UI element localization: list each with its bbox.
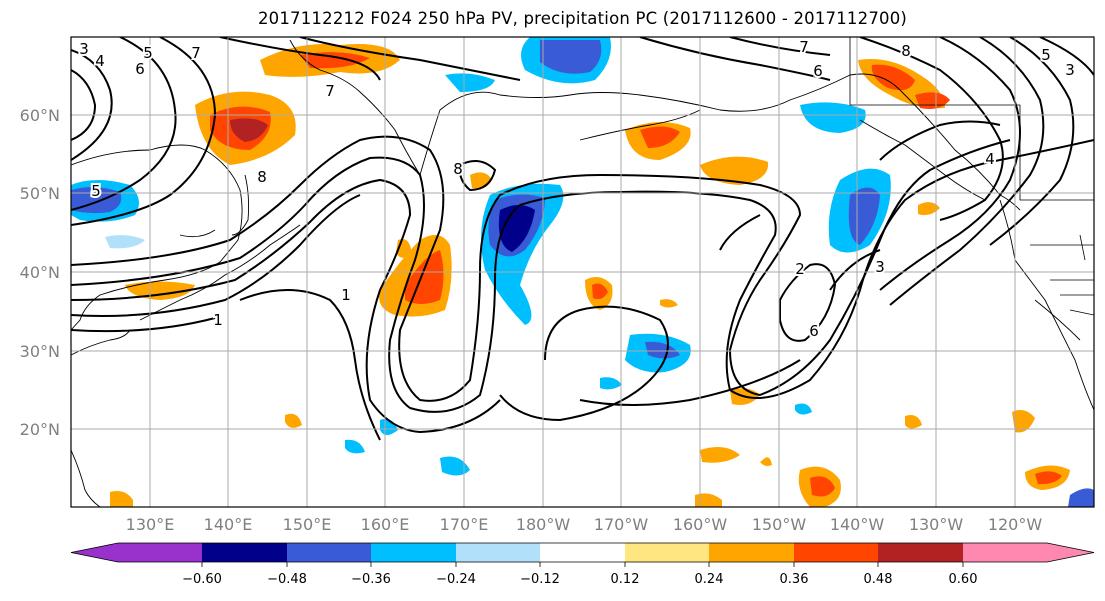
colorbar-tick-label: 0.36 xyxy=(780,572,809,587)
lon-label-170e: 170°E xyxy=(440,515,489,534)
lon-label-130e: 130°E xyxy=(126,515,175,534)
colorbar-segment-4 xyxy=(456,543,540,562)
colorbar-tick-label: −0.60 xyxy=(182,572,222,587)
colorbar-tick-label: 0.48 xyxy=(864,572,893,587)
lon-label-180w: 180°W xyxy=(516,515,571,534)
contour-label: 3 xyxy=(1065,61,1075,79)
lat-label-20n: 20°N xyxy=(20,420,60,439)
colorbar-tick-label: −0.36 xyxy=(351,572,391,587)
colorbar-segment-7 xyxy=(709,543,794,562)
contour-label: 5 xyxy=(91,182,101,200)
colorbar-segment-8 xyxy=(794,543,878,562)
lat-label-60n: 60°N xyxy=(20,106,60,125)
colorbar-tick-label: 0.12 xyxy=(611,572,640,587)
lon-label-150e: 150°E xyxy=(283,515,332,534)
lon-label-160e: 160°E xyxy=(361,515,410,534)
contour-label: 5 xyxy=(143,44,153,62)
colorbar-ticks xyxy=(201,562,964,567)
contour-label: 7 xyxy=(799,38,809,56)
longitude-labels: 130°E 140°E 150°E 160°E 170°E 180°W 170°… xyxy=(126,515,1043,534)
contour-label: 4 xyxy=(985,150,995,168)
contour-label: 4 xyxy=(95,52,105,70)
colorbar-segment-2 xyxy=(287,543,371,562)
colorbar-tick-label: −0.12 xyxy=(520,572,560,587)
contour-label: 5 xyxy=(1041,46,1051,64)
lat-label-30n: 30°N xyxy=(20,342,60,361)
contour-label: 8 xyxy=(257,168,267,186)
lat-label-50n: 50°N xyxy=(20,184,60,203)
contour-label: 7 xyxy=(325,82,335,100)
contour-label: 7 xyxy=(191,44,201,62)
contour-label: 3 xyxy=(875,258,885,276)
map-frame xyxy=(70,36,1095,508)
colorbar-segment-6 xyxy=(625,543,709,562)
latitude-labels: 60°N 50°N 40°N 30°N 20°N xyxy=(20,106,60,439)
colorbar-tick-label: −0.24 xyxy=(436,572,476,587)
colorbar-segment-1 xyxy=(202,543,287,562)
lon-label-170w: 170°W xyxy=(594,515,649,534)
contour-label: 1 xyxy=(213,311,223,329)
colorbar-tick-label: 0.24 xyxy=(695,572,724,587)
colorbar-segment-10 xyxy=(963,543,1094,562)
colorbar-segment-0 xyxy=(71,543,202,562)
colorbar-tick-label: 0.60 xyxy=(949,572,978,587)
lon-label-150w: 150°W xyxy=(752,515,807,534)
colorbar-segment-5 xyxy=(540,543,625,562)
contour-label: 6 xyxy=(809,322,819,340)
colorbar-segment-3 xyxy=(371,543,456,562)
contour-label: 8 xyxy=(901,42,911,60)
lon-label-130w: 130°W xyxy=(909,515,964,534)
contour-label: 6 xyxy=(813,62,823,80)
contour-label: 8 xyxy=(453,160,463,178)
precipitation-shading xyxy=(71,37,1094,507)
contour-label: 3 xyxy=(79,40,89,58)
colorbar-outline xyxy=(70,542,1095,563)
lat-label-40n: 40°N xyxy=(20,263,60,282)
coastlines xyxy=(71,39,1094,507)
lon-label-160w: 160°W xyxy=(673,515,728,534)
colorbar-segment-9 xyxy=(878,543,963,562)
colorbar-tick-label: −0.48 xyxy=(267,572,307,587)
graticule xyxy=(71,37,1094,507)
contour-labels: 3 4 5 6 7 7 6 7 8 5 3 5 8 8 1 1 2 6 4 3 xyxy=(77,37,1077,342)
lon-label-140w: 140°W xyxy=(830,515,885,534)
contour-label: 2 xyxy=(795,260,805,278)
pv-contours xyxy=(71,37,1094,441)
contour-label: 1 xyxy=(341,286,351,304)
lon-label-140e: 140°E xyxy=(204,515,253,534)
colorbar: −0.60 −0.48 −0.36 −0.24 −0.12 0.12 0.24 … xyxy=(70,542,1095,587)
political-boundaries xyxy=(849,37,1094,316)
map-title: 2017112212 F024 250 hPa PV, precipitatio… xyxy=(257,9,908,28)
contour-label: 6 xyxy=(135,60,145,78)
lon-label-120w: 120°W xyxy=(988,515,1043,534)
